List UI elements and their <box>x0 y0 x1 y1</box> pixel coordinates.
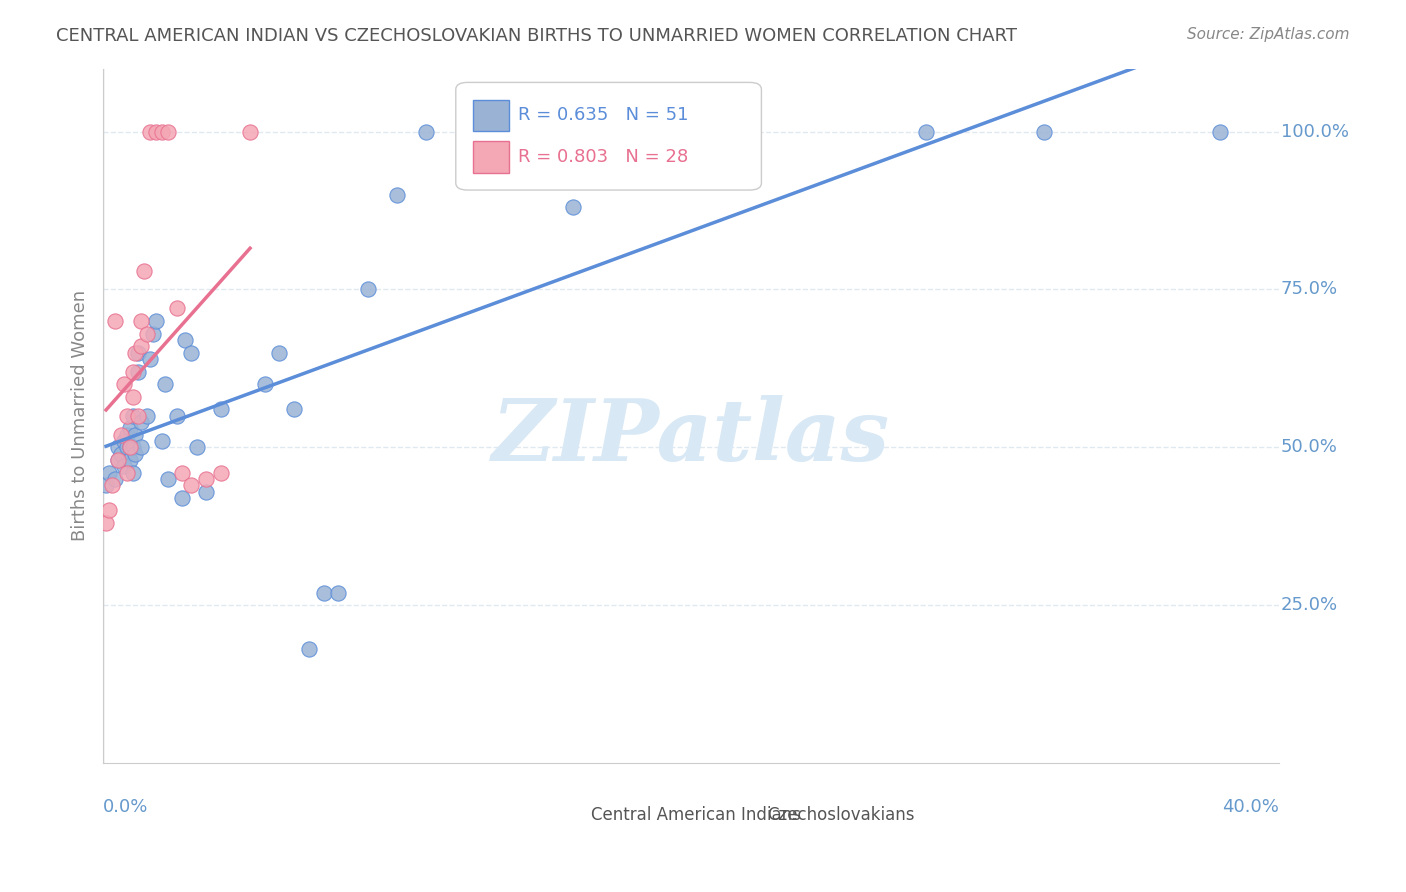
Czechoslovakians <box>195 472 218 486</box>
Text: R = 0.635   N = 51: R = 0.635 N = 51 <box>517 106 689 124</box>
Czechoslovakians <box>107 453 129 467</box>
Central American Indians <box>166 409 188 423</box>
Central American Indians <box>180 345 202 359</box>
Central American Indians <box>94 478 117 492</box>
Central American Indians <box>127 345 149 359</box>
Czechoslovakians <box>239 125 262 139</box>
Czechoslovakians <box>112 377 135 392</box>
Czechoslovakians <box>118 440 141 454</box>
FancyBboxPatch shape <box>725 803 759 825</box>
Central American Indians <box>131 440 153 454</box>
Czechoslovakians <box>150 125 173 139</box>
Central American Indians <box>915 125 938 139</box>
Czechoslovakians <box>134 263 156 277</box>
Czechoslovakians <box>172 466 194 480</box>
Central American Indians <box>298 642 321 657</box>
Central American Indians <box>112 434 135 448</box>
Central American Indians <box>356 283 378 297</box>
Central American Indians <box>150 434 173 448</box>
Central American Indians <box>1209 125 1232 139</box>
Text: Source: ZipAtlas.com: Source: ZipAtlas.com <box>1187 27 1350 42</box>
Central American Indians <box>474 125 496 139</box>
Czechoslovakians <box>156 125 179 139</box>
Central American Indians <box>1032 125 1054 139</box>
Text: 25.0%: 25.0% <box>1281 596 1339 614</box>
Central American Indians <box>283 402 305 417</box>
Czechoslovakians <box>209 466 232 480</box>
Y-axis label: Births to Unmarried Women: Births to Unmarried Women <box>72 290 89 541</box>
Central American Indians <box>385 187 408 202</box>
Czechoslovakians <box>115 466 138 480</box>
Central American Indians <box>131 415 153 429</box>
Central American Indians <box>98 466 121 480</box>
Text: 100.0%: 100.0% <box>1281 123 1348 141</box>
Czechoslovakians <box>127 409 149 423</box>
FancyBboxPatch shape <box>550 803 582 825</box>
Central American Indians <box>118 421 141 435</box>
Czechoslovakians <box>110 427 132 442</box>
Central American Indians <box>118 453 141 467</box>
Central American Indians <box>121 409 143 423</box>
Central American Indians <box>186 440 208 454</box>
FancyBboxPatch shape <box>456 82 762 190</box>
Text: 50.0%: 50.0% <box>1281 438 1339 457</box>
Central American Indians <box>562 201 585 215</box>
Central American Indians <box>118 440 141 454</box>
Central American Indians <box>121 440 143 454</box>
Central American Indians <box>142 326 165 341</box>
Central American Indians <box>253 377 276 392</box>
Central American Indians <box>110 447 132 461</box>
Text: Central American Indians: Central American Indians <box>591 806 801 824</box>
Czechoslovakians <box>166 301 188 316</box>
Czechoslovakians <box>115 409 138 423</box>
Central American Indians <box>415 125 437 139</box>
Czechoslovakians <box>136 326 159 341</box>
Central American Indians <box>195 484 218 499</box>
FancyBboxPatch shape <box>474 100 509 131</box>
Text: R = 0.803   N = 28: R = 0.803 N = 28 <box>517 148 689 166</box>
Central American Indians <box>153 377 176 392</box>
Central American Indians <box>124 427 146 442</box>
Central American Indians <box>156 472 179 486</box>
Central American Indians <box>312 585 335 599</box>
Central American Indians <box>174 333 197 347</box>
Czechoslovakians <box>104 314 127 328</box>
Central American Indians <box>136 409 159 423</box>
Text: 75.0%: 75.0% <box>1281 280 1339 299</box>
Czechoslovakians <box>121 365 143 379</box>
Czechoslovakians <box>94 516 117 530</box>
Central American Indians <box>328 585 350 599</box>
Central American Indians <box>115 440 138 454</box>
Central American Indians <box>124 447 146 461</box>
Czechoslovakians <box>180 478 202 492</box>
FancyBboxPatch shape <box>474 142 509 173</box>
Czechoslovakians <box>121 390 143 404</box>
Text: 40.0%: 40.0% <box>1222 797 1278 815</box>
Central American Indians <box>139 351 162 366</box>
Central American Indians <box>145 314 167 328</box>
Central American Indians <box>127 365 149 379</box>
Czechoslovakians <box>131 314 153 328</box>
Central American Indians <box>112 459 135 474</box>
Czechoslovakians <box>98 503 121 517</box>
Central American Indians <box>115 427 138 442</box>
Central American Indians <box>209 402 232 417</box>
Czechoslovakians <box>145 125 167 139</box>
Central American Indians <box>679 125 702 139</box>
Central American Indians <box>121 466 143 480</box>
Czechoslovakians <box>139 125 162 139</box>
Text: Czechoslovakians: Czechoslovakians <box>768 806 915 824</box>
Czechoslovakians <box>124 345 146 359</box>
Czechoslovakians <box>131 339 153 353</box>
Text: 0.0%: 0.0% <box>103 797 149 815</box>
Central American Indians <box>104 472 127 486</box>
Central American Indians <box>172 491 194 505</box>
Text: ZIPatlas: ZIPatlas <box>492 395 890 478</box>
Central American Indians <box>107 453 129 467</box>
Central American Indians <box>107 440 129 454</box>
Czechoslovakians <box>101 478 124 492</box>
Text: CENTRAL AMERICAN INDIAN VS CZECHOSLOVAKIAN BIRTHS TO UNMARRIED WOMEN CORRELATION: CENTRAL AMERICAN INDIAN VS CZECHOSLOVAKI… <box>56 27 1017 45</box>
Central American Indians <box>269 345 291 359</box>
